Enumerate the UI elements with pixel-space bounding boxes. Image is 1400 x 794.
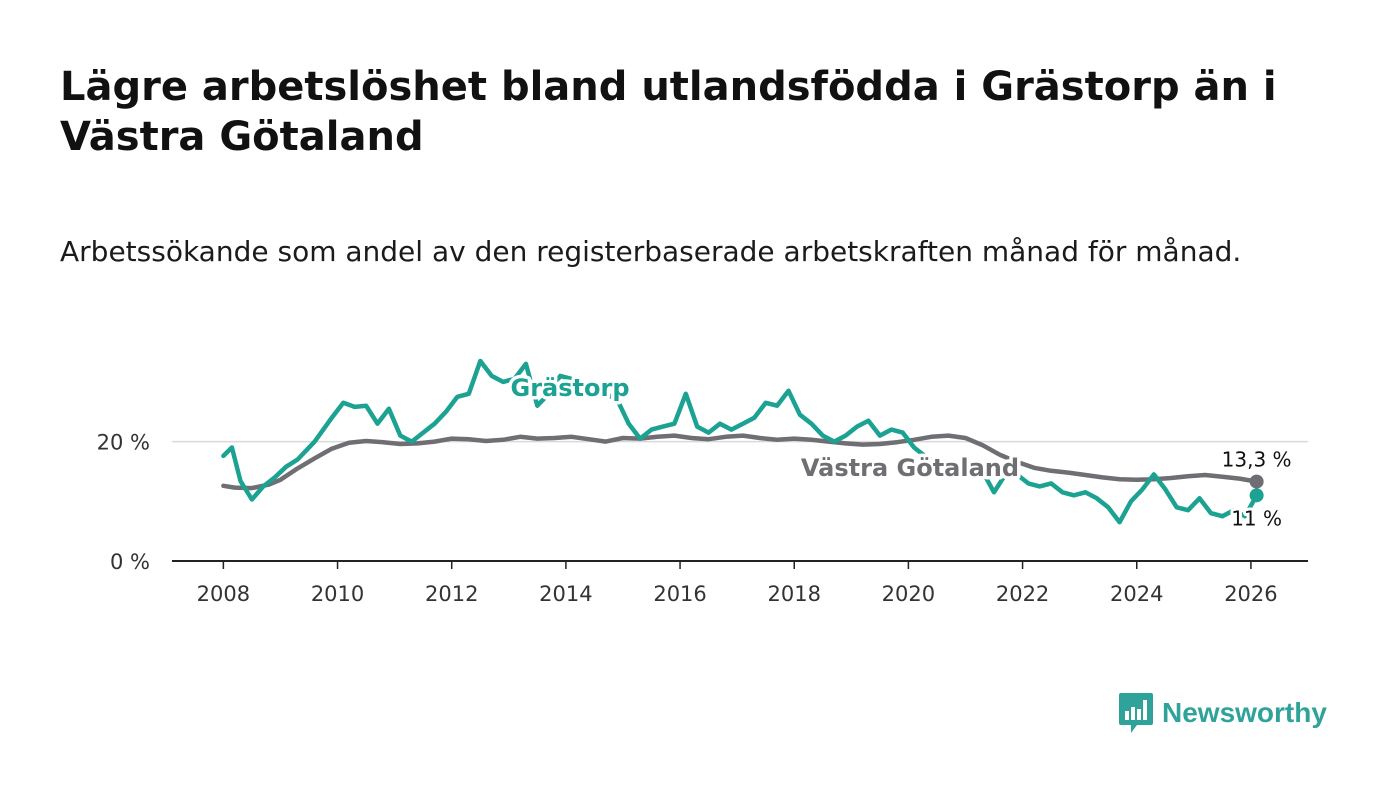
series-lines <box>221 358 1264 525</box>
series-line-grastorp <box>221 358 1259 525</box>
newsworthy-logo[interactable]: Newsworthy <box>1118 690 1327 736</box>
series-label-vastra-gotaland: Västra Götaland <box>801 454 1019 482</box>
y-tick-label: 0 % <box>110 550 150 574</box>
x-tick-label: 2010 <box>311 582 364 606</box>
end-label-vastra-gotaland-halo: 13,3 % <box>1222 448 1292 472</box>
end-label-grastorp-halo: 11 % <box>1231 506 1282 530</box>
x-tick-label: 2016 <box>653 582 706 606</box>
series-label-grastorp-halo: Grästorp <box>511 374 630 402</box>
x-axis: 2008 2010 2012 2014 2016 2018 2020 2022 2024 2026 <box>172 560 1308 606</box>
end-label-vastra-gotaland: 13,3 % <box>1222 448 1292 472</box>
series-line-vastra-gotaland <box>221 433 1259 491</box>
y-tick-label: 20 % <box>97 431 150 455</box>
end-point-grastorp <box>1249 488 1264 503</box>
x-tick-label: 2008 <box>197 582 250 606</box>
x-tick-label: 2018 <box>768 582 821 606</box>
gridlines: 0 % 20 % <box>97 431 1308 574</box>
end-label-grastorp: 11 % <box>1231 506 1282 530</box>
x-tick-label: 2020 <box>882 582 935 606</box>
series-label-grastorp: Grästorp <box>511 374 630 402</box>
x-tick-label: 2026 <box>1224 582 1277 606</box>
series-label-vastra-gotaland-halo: Västra Götaland <box>801 454 1019 482</box>
brand-name: Newsworthy <box>1162 697 1327 728</box>
chart-subtitle: Arbetssökande som andel av den registerb… <box>60 235 1242 268</box>
bar-chart-icon <box>1119 693 1153 733</box>
x-tick-label: 2024 <box>1110 582 1163 606</box>
end-point-vastra-gotaland <box>1249 474 1264 489</box>
chart-title: Lägre arbetslöshet bland utlandsfödda i … <box>60 64 1277 160</box>
x-tick-label: 2012 <box>425 582 478 606</box>
x-tick-label: 2022 <box>996 582 1049 606</box>
x-tick-label: 2014 <box>539 582 592 606</box>
